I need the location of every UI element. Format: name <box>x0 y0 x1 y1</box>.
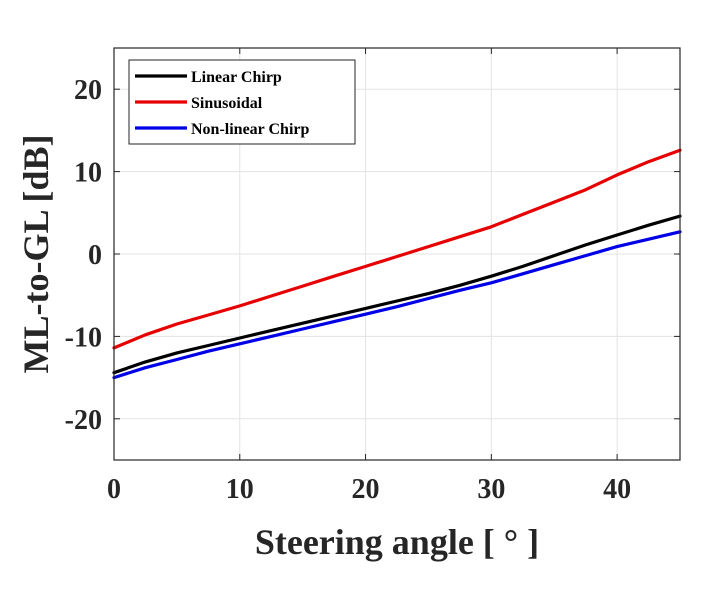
y-axis-label: ML-to-GL [dB] <box>16 135 56 374</box>
x-axis-label: Steering angle [ ° ] <box>255 522 539 562</box>
x-tick-label: 10 <box>226 474 254 505</box>
y-tick-label: -10 <box>65 322 102 353</box>
legend: Linear Chirp Sinusoidal Non-linear Chirp <box>128 59 356 145</box>
x-tick-label: 0 <box>107 474 121 505</box>
y-tick-label: -20 <box>65 405 102 436</box>
y-tick-label: 0 <box>88 240 102 271</box>
x-tick-label: 30 <box>477 474 505 505</box>
series-line <box>112 214 682 375</box>
y-tick-label: 10 <box>74 158 102 189</box>
series-layer <box>112 148 682 380</box>
legend-label: Linear Chirp <box>191 69 282 86</box>
series-line <box>112 148 682 350</box>
grid-lines <box>113 48 680 460</box>
x-tick-label: 20 <box>352 474 380 505</box>
tick-labels: 0 10 20 30 40 -20 -10 0 10 20 <box>65 48 680 505</box>
x-tick-label: 40 <box>603 474 631 505</box>
y-tick-label: 20 <box>74 75 102 106</box>
legend-label: Non-linear Chirp <box>191 121 309 138</box>
legend-label: Sinusoidal <box>191 95 263 112</box>
series-line <box>112 230 682 380</box>
